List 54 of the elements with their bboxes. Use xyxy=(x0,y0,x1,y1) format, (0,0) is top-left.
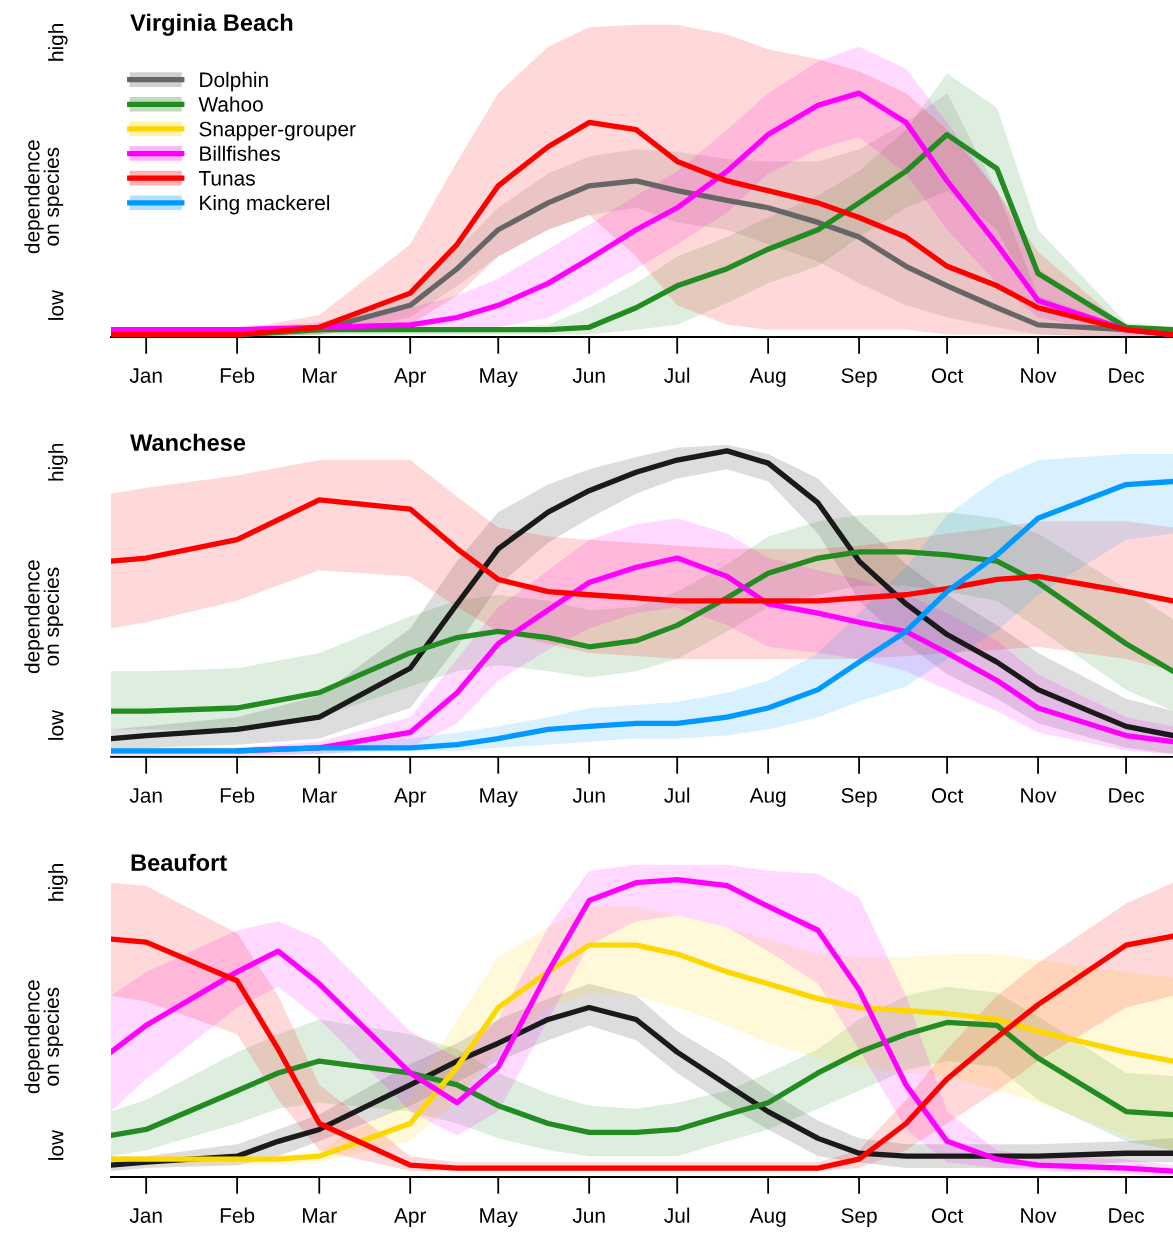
x-tick-label: Apr xyxy=(394,1208,427,1227)
x-tick-label: Nov xyxy=(1021,1208,1057,1223)
chart-title: Beaufort xyxy=(131,853,227,872)
x-tick-label: Sep xyxy=(841,368,877,387)
x-tick-label: Jun xyxy=(572,368,605,383)
x-tick-label: Sep xyxy=(841,788,877,807)
x-tick-label: Dec xyxy=(1109,1208,1145,1223)
text: low xyxy=(48,709,64,740)
x-tick-label: May xyxy=(480,368,518,387)
x-tick-label: Feb xyxy=(220,367,255,383)
legend-label: Billfishes xyxy=(200,145,280,162)
text: high xyxy=(48,864,68,901)
legend-label: Wahoo xyxy=(198,96,263,112)
chart-title: Virginia Beach xyxy=(130,13,293,36)
legend-label: King mackerel xyxy=(200,194,330,215)
text: high xyxy=(48,24,68,61)
x-tick-label: May xyxy=(480,788,518,807)
x-tick-label: Jan xyxy=(129,788,162,803)
chart-title: Wanchese xyxy=(130,433,246,451)
x-tick-label: Mar xyxy=(303,788,337,803)
x-tick-label: Feb xyxy=(220,1207,255,1223)
x-tick-label: Apr xyxy=(394,368,427,387)
x-tick-label: Sep xyxy=(841,1208,877,1227)
y-axis-title: dependence on species xyxy=(24,980,64,1094)
x-tick-label: Apr xyxy=(394,788,427,807)
x-tick-label: Jun xyxy=(572,1208,605,1223)
x-tick-label: Aug xyxy=(749,1208,786,1227)
x-tick-label: Aug xyxy=(749,788,786,807)
x-tick-label: Feb xyxy=(220,787,255,803)
x-tick-label: Jan xyxy=(129,368,162,383)
x-tick-label: Dec xyxy=(1109,368,1145,383)
y-axis-title: dependence on species xyxy=(24,560,64,674)
x-tick-label: Dec xyxy=(1109,788,1145,803)
x-tick-label: Jul xyxy=(664,1207,690,1223)
x-tick-label: Jul xyxy=(664,787,690,803)
x-tick-label: May xyxy=(480,1208,518,1227)
text: low xyxy=(48,1129,64,1160)
x-tick-label: Nov xyxy=(1021,788,1057,803)
x-tick-label: Mar xyxy=(303,368,337,383)
legend-label: Snapper-grouper xyxy=(199,121,356,141)
text: low xyxy=(48,289,64,320)
x-tick-label: Jul xyxy=(664,367,690,383)
text: high xyxy=(48,444,68,481)
x-tick-label: Aug xyxy=(749,368,786,387)
x-tick-label: Oct xyxy=(931,368,964,383)
legend-label: Dolphin xyxy=(200,71,268,92)
y-axis-title: dependence on species xyxy=(24,140,64,254)
x-tick-label: Jun xyxy=(572,788,605,803)
x-tick-label: Oct xyxy=(931,1208,964,1223)
x-tick-label: Jan xyxy=(129,1208,162,1223)
x-tick-label: Mar xyxy=(303,1208,337,1223)
x-tick-label: Nov xyxy=(1021,368,1057,383)
legend-label: Tunas xyxy=(198,171,255,186)
x-tick-label: Oct xyxy=(931,788,964,803)
